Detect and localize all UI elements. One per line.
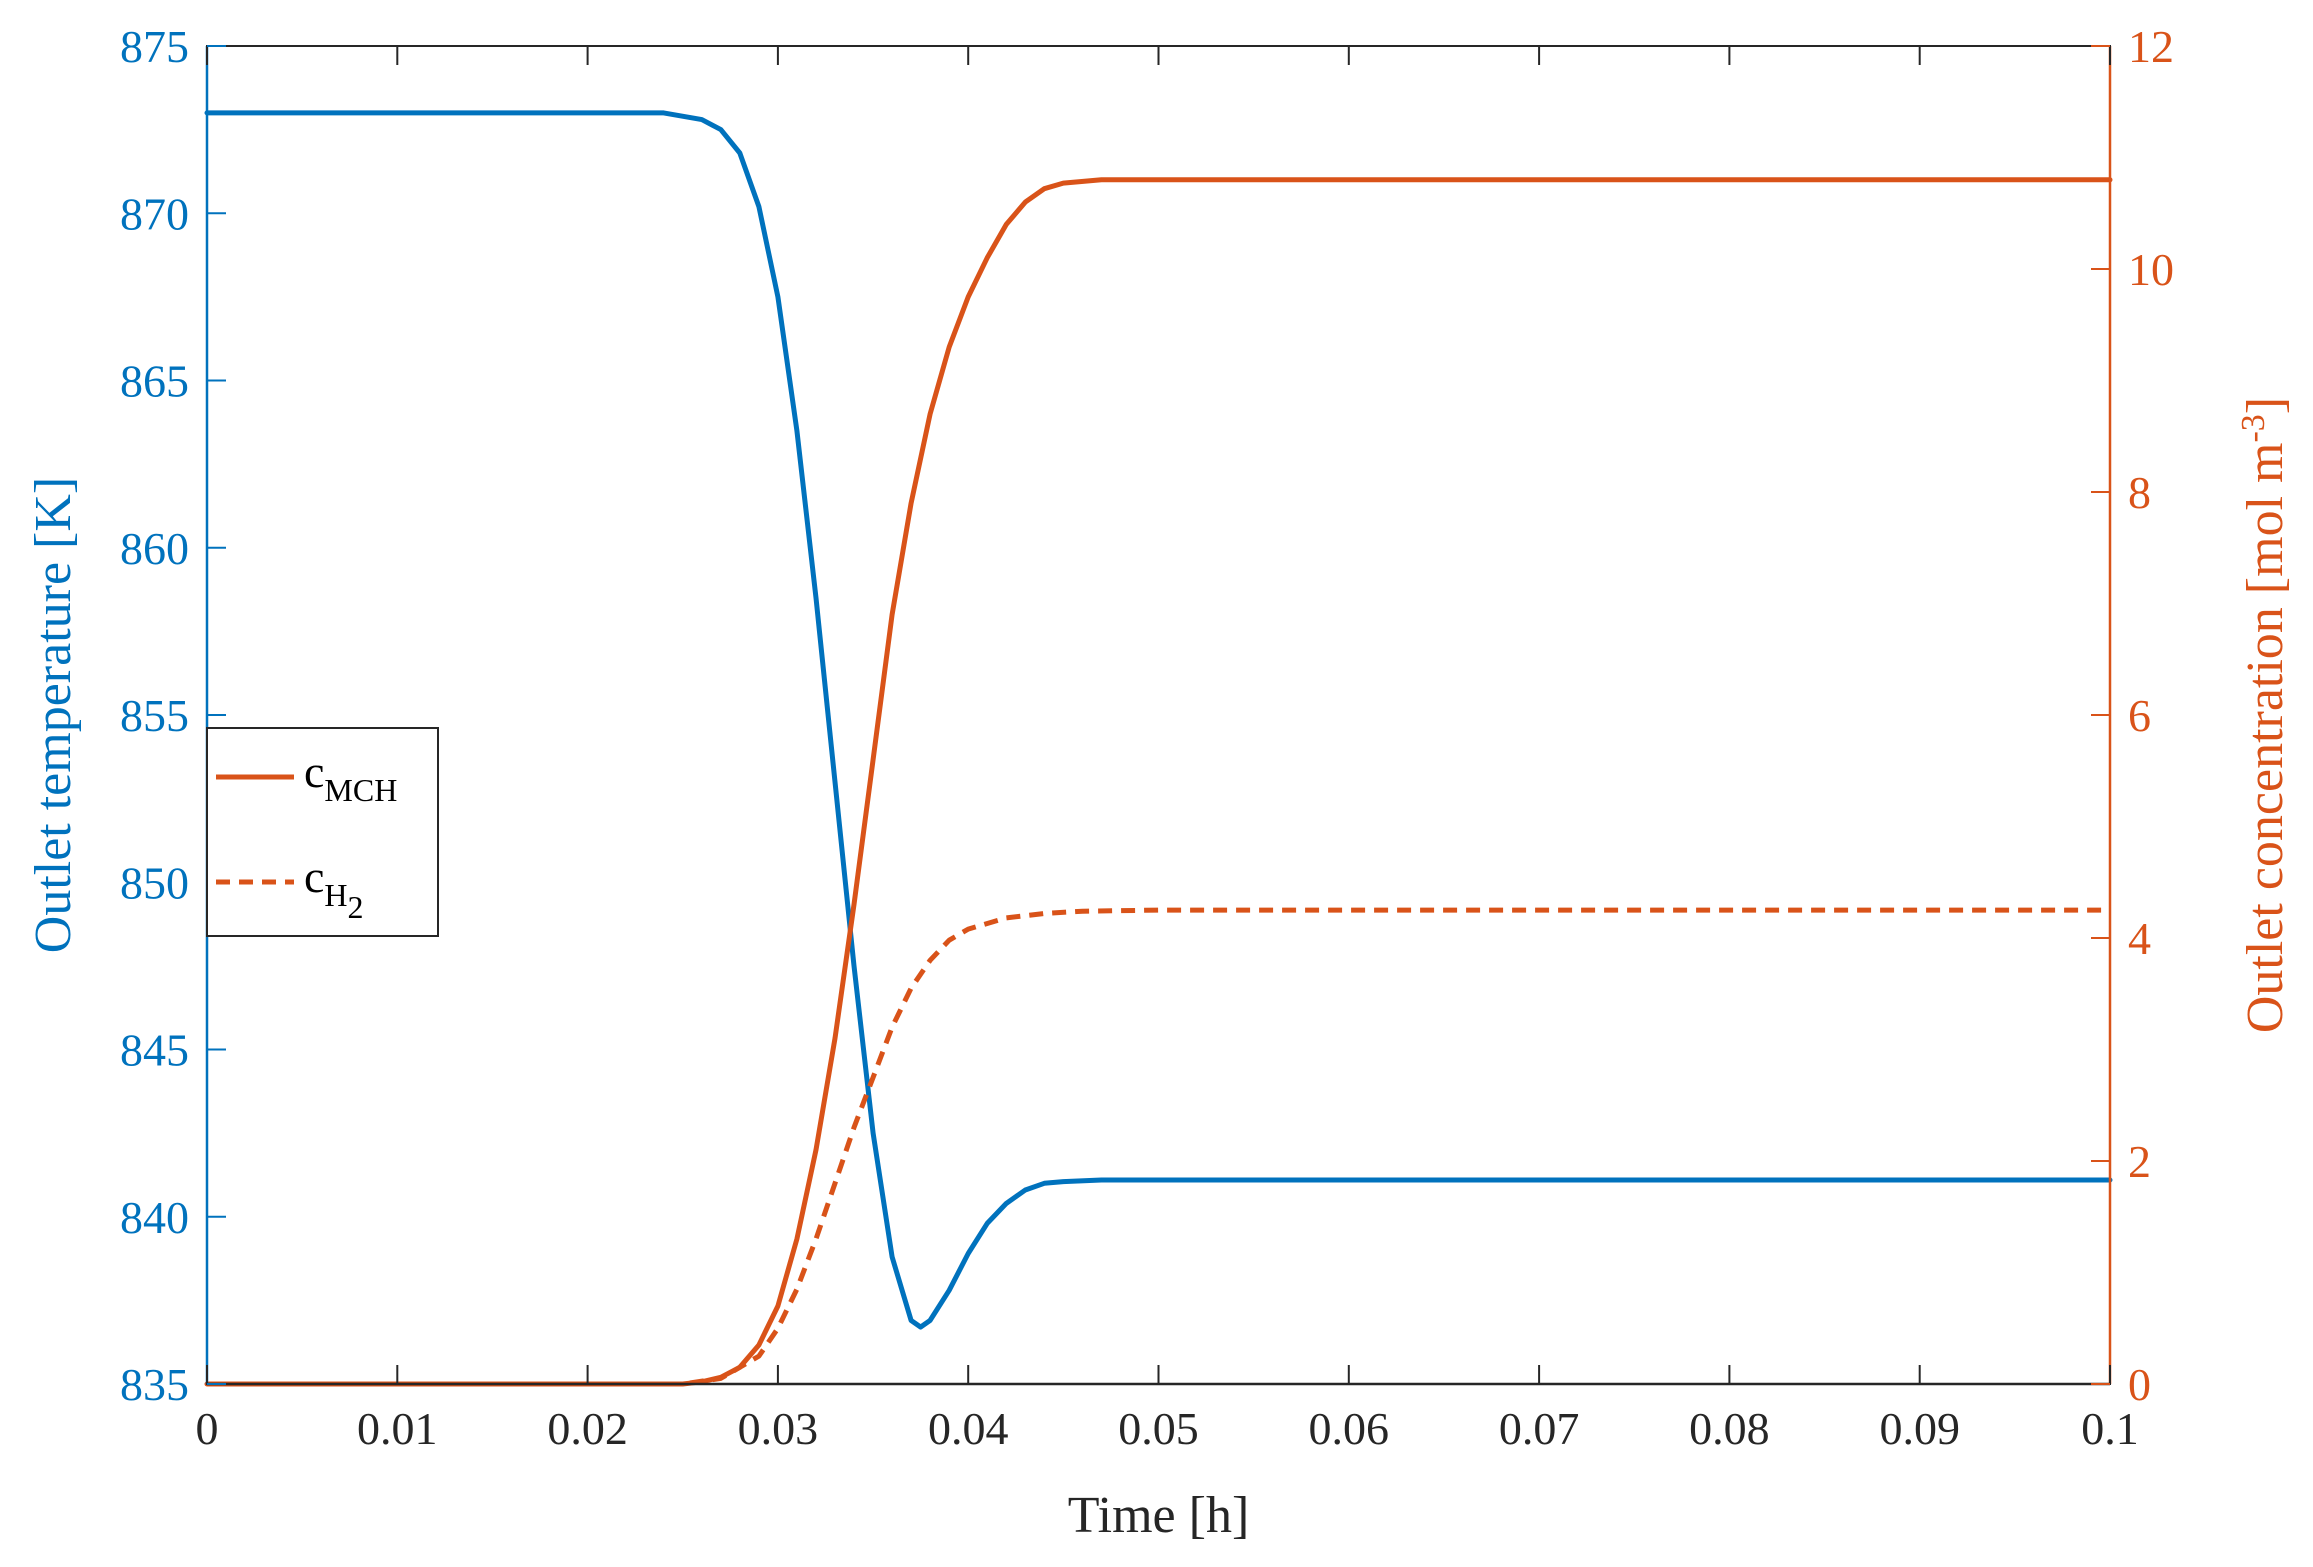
y-right-axis-title: Outlet concentration [mol m-3] bbox=[2235, 397, 2294, 1033]
series-line-0 bbox=[204, 110, 2113, 1330]
y-left-tick-label: 855 bbox=[120, 690, 189, 741]
legend-label-c-mch: cMCH bbox=[304, 746, 397, 808]
x-tick-label: 0.02 bbox=[547, 1403, 628, 1454]
x-tick-label: 0.09 bbox=[1879, 1403, 1960, 1454]
y-left-tick-label: 870 bbox=[120, 188, 189, 239]
x-tick-label: 0.1 bbox=[2081, 1403, 2139, 1454]
x-axis-title: Time [h] bbox=[1068, 1487, 1250, 1544]
x-tick-label: 0 bbox=[196, 1403, 219, 1454]
series-line-2 bbox=[207, 907, 2110, 1387]
y-right-tick-label: 12 bbox=[2128, 21, 2174, 72]
y-left-tick-label: 875 bbox=[120, 21, 189, 72]
y-right-axis-title-superscript: -3 bbox=[2235, 414, 2272, 442]
legend-box bbox=[206, 727, 439, 937]
legend: cMCH cH2 bbox=[206, 727, 439, 937]
x-tick-label: 0.08 bbox=[1689, 1403, 1770, 1454]
y-left-tick-label: 850 bbox=[120, 857, 189, 908]
y-right-axis-title-close: ] bbox=[2237, 397, 2294, 414]
x-tick-label: 0.03 bbox=[738, 1403, 819, 1454]
x-tick-label: 0.05 bbox=[1118, 1403, 1199, 1454]
y-left-tick-label: 860 bbox=[120, 523, 189, 574]
x-tick-label: 0.06 bbox=[1309, 1403, 1390, 1454]
x-tick-label: 0.07 bbox=[1499, 1403, 1580, 1454]
y-left-axis-ticks: 835 840 845 850 855 860 865 870 875 bbox=[120, 21, 226, 1410]
legend-label-c-h2-sub: H bbox=[324, 877, 347, 913]
x-tick-label: 0.01 bbox=[357, 1403, 438, 1454]
y-left-tick-label: 845 bbox=[120, 1025, 189, 1076]
y-right-tick-label: 6 bbox=[2128, 690, 2151, 741]
legend-label-c-h2: cH2 bbox=[304, 851, 364, 925]
y-left-tick-label: 835 bbox=[120, 1359, 189, 1410]
y-right-tick-label: 10 bbox=[2128, 244, 2174, 295]
legend-label-c-mch-base: c bbox=[304, 746, 324, 797]
y-right-tick-label: 4 bbox=[2128, 913, 2151, 964]
y-left-axis-title: Outlet temperature [K] bbox=[25, 477, 82, 953]
legend-label-c-mch-sub: MCH bbox=[324, 772, 397, 808]
y-right-tick-label: 2 bbox=[2128, 1136, 2151, 1187]
y-left-tick-label: 865 bbox=[120, 356, 189, 407]
x-tick-label: 0.04 bbox=[928, 1403, 1009, 1454]
y-right-axis-ticks: 0 2 4 6 8 10 12 bbox=[2091, 21, 2174, 1410]
legend-label-c-h2-base: c bbox=[304, 851, 324, 902]
x-axis-ticks: 0 0.01 0.02 0.03 0.04 0.05 0.06 0.07 0.08 0.09 0.1 bbox=[196, 46, 2139, 1454]
y-right-tick-label: 8 bbox=[2128, 467, 2151, 518]
y-right-axis-title-base: Outlet concentration [mol m bbox=[2237, 443, 2294, 1034]
legend-label-c-h2-subsub: 2 bbox=[348, 889, 364, 925]
y-left-tick-label: 840 bbox=[120, 1192, 189, 1243]
plot-lines bbox=[204, 110, 2113, 1387]
y-right-tick-label: 0 bbox=[2128, 1359, 2151, 1410]
